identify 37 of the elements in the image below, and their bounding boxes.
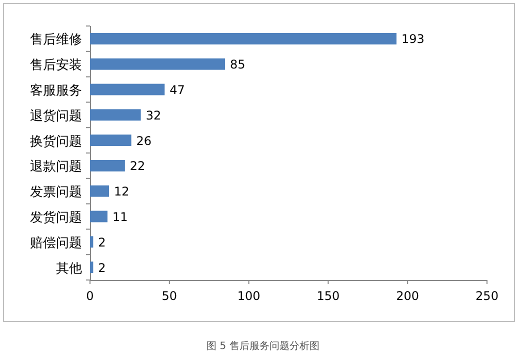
y-tick-label: 客服服务 bbox=[30, 82, 82, 98]
y-tick-label: 退货问题 bbox=[30, 108, 82, 124]
bar bbox=[90, 134, 132, 146]
bar bbox=[90, 210, 108, 222]
data-label: 2 bbox=[98, 235, 106, 250]
data-label: 11 bbox=[112, 210, 128, 224]
bar bbox=[90, 262, 94, 274]
bar bbox=[90, 32, 396, 44]
x-tick-label: 200 bbox=[396, 289, 420, 303]
y-tick-label: 赔偿问题 bbox=[30, 236, 82, 251]
y-tick-label: 其他 bbox=[56, 261, 82, 276]
x-tick-label: 50 bbox=[162, 289, 178, 303]
x-tick-label: 100 bbox=[237, 289, 260, 303]
data-label: 26 bbox=[136, 134, 152, 148]
x-tick-label: 250 bbox=[476, 289, 498, 303]
x-tick-label: 0 bbox=[86, 289, 94, 303]
bar bbox=[90, 236, 94, 248]
data-label: 2 bbox=[98, 260, 106, 275]
bar bbox=[90, 84, 165, 96]
data-label: 32 bbox=[146, 108, 162, 122]
y-tick-label: 发货问题 bbox=[30, 210, 82, 226]
x-tick-label: 150 bbox=[316, 289, 340, 303]
bar bbox=[90, 109, 141, 121]
data-label: 85 bbox=[230, 58, 246, 72]
data-label: 47 bbox=[170, 83, 185, 97]
bar bbox=[90, 160, 125, 172]
y-tick-label: 售后维修 bbox=[30, 32, 82, 48]
y-tick-label: 售后安装 bbox=[30, 57, 82, 74]
data-label: 193 bbox=[401, 32, 424, 46]
data-label: 12 bbox=[114, 184, 130, 199]
data-label: 22 bbox=[130, 159, 146, 174]
bar bbox=[90, 58, 225, 70]
bar bbox=[90, 185, 110, 197]
y-tick-label: 发票问题 bbox=[30, 185, 82, 200]
y-tick-label: 退款问题 bbox=[30, 160, 82, 175]
y-tick-label: 换货问题 bbox=[30, 134, 82, 150]
caption: 图 5 售后服务问题分析图 bbox=[206, 340, 320, 352]
